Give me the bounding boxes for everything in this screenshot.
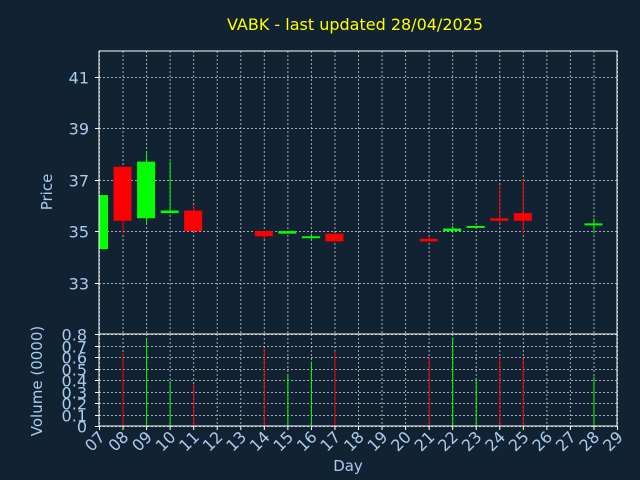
price-tick-label: 33 <box>69 275 89 294</box>
volume-tick-label: 0.1 <box>62 407 87 426</box>
price-tick-label: 41 <box>69 69 89 88</box>
candle-body <box>584 223 603 226</box>
candle-body <box>443 228 462 232</box>
volume-axis-label: Volume (0000) <box>28 326 46 436</box>
volume-axis-ticks: 00.10.20.30.40.50.60.70.8 <box>62 326 99 437</box>
price-tick-label: 37 <box>69 172 89 191</box>
candle-body <box>137 161 156 219</box>
candle-body <box>113 166 132 221</box>
chart-title: VABK - last updated 28/04/2025 <box>227 15 483 34</box>
volume-tick-label: 0.2 <box>62 395 87 414</box>
x-axis-label: Day <box>333 457 363 475</box>
volume-tick-label: 0 <box>77 418 87 437</box>
candle-body <box>184 210 203 232</box>
candle-body <box>160 210 179 214</box>
candle-body <box>99 195 108 250</box>
volume-tick-label: 0.5 <box>62 361 87 380</box>
price-tick-label: 39 <box>69 120 89 139</box>
candle-body <box>419 238 438 242</box>
volume-tick-label: 0.4 <box>62 372 87 391</box>
volume-tick-label: 0.3 <box>62 384 87 403</box>
candle-body <box>325 233 344 242</box>
candle-body <box>301 236 320 239</box>
price-axis-ticks: 33 35 37 39 41 <box>69 69 99 294</box>
candle-body <box>513 213 532 221</box>
price-axis-label: Price <box>38 174 56 211</box>
volume-tick-label: 0.7 <box>62 338 87 357</box>
price-tick-label: 35 <box>69 223 89 242</box>
candle-body <box>490 218 509 221</box>
candle-body <box>466 225 485 228</box>
candle-body <box>254 231 273 237</box>
price-candles <box>99 151 603 250</box>
candle-body <box>278 231 297 234</box>
x-axis-ticks: 0708091011121314151617181920212223242526… <box>81 426 627 455</box>
volume-bars <box>122 337 595 426</box>
volume-tick-label: 0.8 <box>62 326 87 345</box>
volume-tick-label: 0.6 <box>62 349 87 368</box>
